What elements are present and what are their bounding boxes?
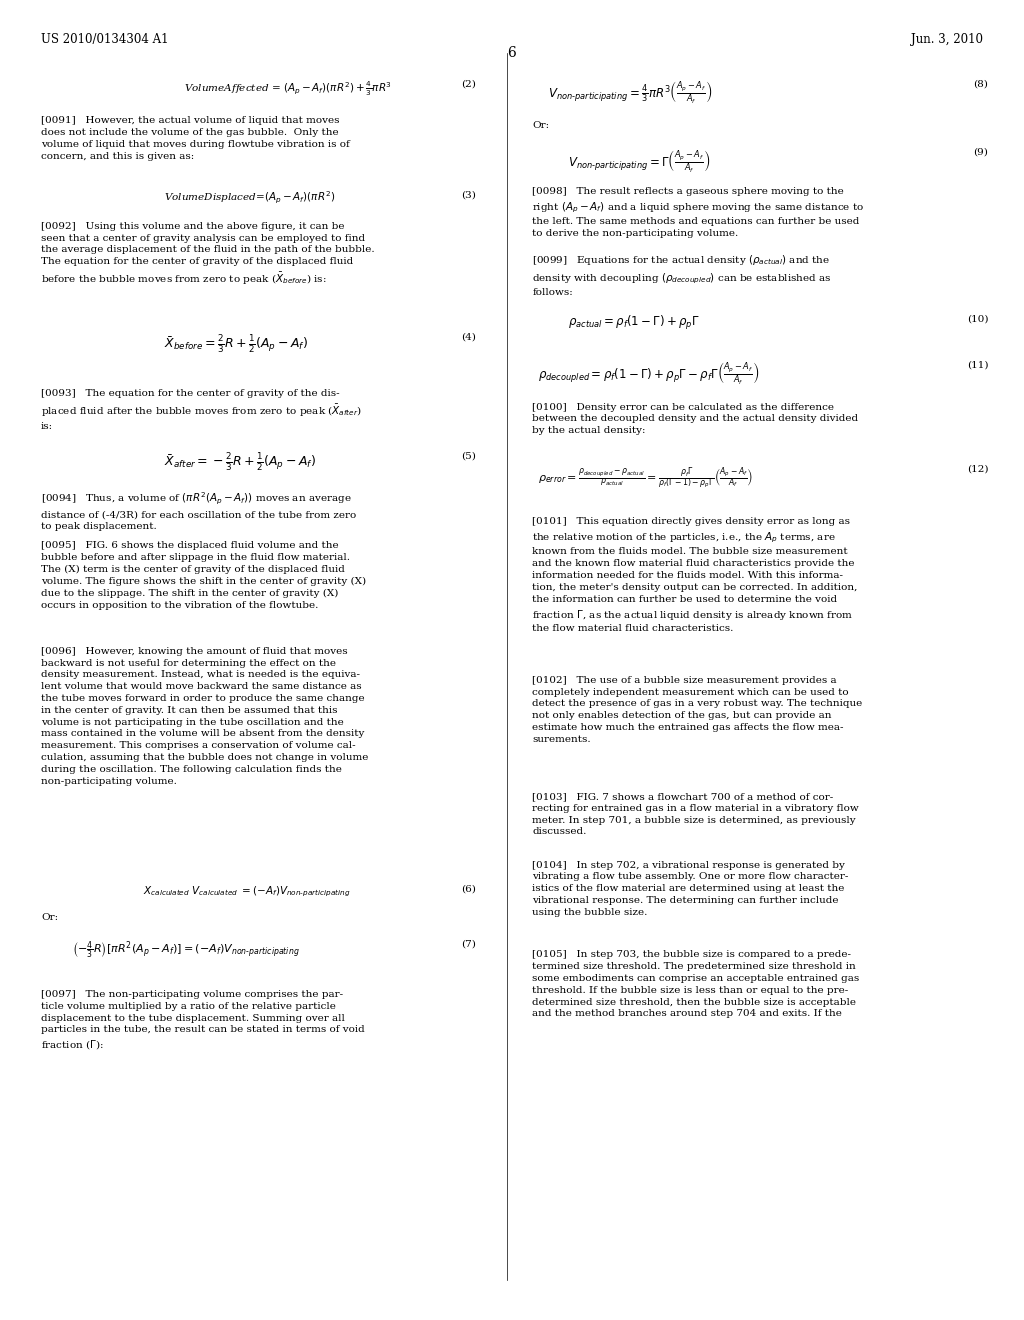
Text: $\bar{X}_{after} = -\frac{2}{3}R + \frac{1}{2}(A_p - A_f)$: $\bar{X}_{after} = -\frac{2}{3}R + \frac… bbox=[164, 451, 315, 474]
Text: Jun. 3, 2010: Jun. 3, 2010 bbox=[911, 33, 983, 46]
Text: [0103]   FIG. 7 shows a flowchart 700 of a method of cor-
recting for entrained : [0103] FIG. 7 shows a flowchart 700 of a… bbox=[532, 792, 859, 837]
Text: (6): (6) bbox=[461, 884, 476, 894]
Text: $X_{calculated}$ $V_{calculated}$ $= (-A_f)V_{non\text{-}participating}$: $X_{calculated}$ $V_{calculated}$ $= (-A… bbox=[143, 884, 351, 899]
Text: (12): (12) bbox=[967, 465, 988, 474]
Text: [0102]   The use of a bubble size measurement provides a
completely independent : [0102] The use of a bubble size measurem… bbox=[532, 676, 863, 744]
Text: [0095]   FIG. 6 shows the displaced fluid volume and the
bubble before and after: [0095] FIG. 6 shows the displaced fluid … bbox=[41, 541, 367, 610]
Text: Or:: Or: bbox=[41, 913, 58, 923]
Text: VolumeDisplaced=$(A_p-A_f)(\pi R^2)$: VolumeDisplaced=$(A_p-A_f)(\pi R^2)$ bbox=[164, 190, 335, 206]
Text: [0100]   Density error can be calculated as the difference
between the decoupled: [0100] Density error can be calculated a… bbox=[532, 403, 858, 436]
Text: $\bar{X}_{before} = \frac{2}{3}R + \frac{1}{2}(A_p - A_f)$: $\bar{X}_{before} = \frac{2}{3}R + \frac… bbox=[164, 333, 308, 355]
Text: (9): (9) bbox=[973, 148, 988, 157]
Text: [0105]   In step 703, the bubble size is compared to a prede-
termined size thre: [0105] In step 703, the bubble size is c… bbox=[532, 950, 860, 1019]
Text: 6: 6 bbox=[508, 46, 516, 61]
Text: $\rho_{actual} = \rho_f(1 - \Gamma) + \rho_p\Gamma$: $\rho_{actual} = \rho_f(1 - \Gamma) + \r… bbox=[568, 314, 700, 333]
Text: $\left(-\frac{4}{3}R\right)[\pi R^2(A_p - A_f)] = (-A_f)V_{non\text{-}participat: $\left(-\frac{4}{3}R\right)[\pi R^2(A_p … bbox=[72, 940, 299, 961]
Text: [0094]   Thus, a volume of $(\pi R^2(A_p-A_f))$ moves an average
distance of (-4: [0094] Thus, a volume of $(\pi R^2(A_p-A… bbox=[41, 491, 356, 531]
Text: [0101]   This equation directly gives density error as long as
the relative moti: [0101] This equation directly gives dens… bbox=[532, 517, 858, 634]
Text: US 2010/0134304 A1: US 2010/0134304 A1 bbox=[41, 33, 169, 46]
Text: (4): (4) bbox=[461, 333, 476, 342]
Text: [0104]   In step 702, a vibrational response is generated by
vibrating a flow tu: [0104] In step 702, a vibrational respon… bbox=[532, 861, 849, 917]
Text: [0098]   The result reflects a gaseous sphere moving to the
right $(A_p -A_f)$ a: [0098] The result reflects a gaseous sph… bbox=[532, 187, 864, 239]
Text: (10): (10) bbox=[967, 314, 988, 323]
Text: $V_{non\text{-}participating} = \frac{4}{3}\pi R^3\left(\frac{A_p - A_f}{A_f}\ri: $V_{non\text{-}participating} = \frac{4}… bbox=[548, 79, 712, 106]
Text: (7): (7) bbox=[461, 940, 476, 949]
Text: (5): (5) bbox=[461, 451, 476, 461]
Text: [0091]   However, the actual volume of liquid that moves
does not include the vo: [0091] However, the actual volume of liq… bbox=[41, 116, 350, 161]
Text: (8): (8) bbox=[973, 79, 988, 88]
Text: $\rho_{decoupled} = \rho_f(1 - \Gamma) + \rho_p\Gamma - \rho_f\Gamma\left(\frac{: $\rho_{decoupled} = \rho_f(1 - \Gamma) +… bbox=[538, 360, 759, 387]
Text: [0096]   However, knowing the amount of fluid that moves
backward is not useful : [0096] However, knowing the amount of fl… bbox=[41, 647, 369, 785]
Text: (2): (2) bbox=[461, 79, 476, 88]
Text: [0093]   The equation for the center of gravity of the dis-
placed fluid after t: [0093] The equation for the center of gr… bbox=[41, 389, 361, 432]
Text: $V_{non\text{-}participating} = \Gamma\left(\frac{A_p - A_f}{A_f}\right)$: $V_{non\text{-}participating} = \Gamma\l… bbox=[568, 148, 711, 174]
Text: (3): (3) bbox=[461, 190, 476, 199]
Text: Or:: Or: bbox=[532, 121, 550, 131]
Text: [0092]   Using this volume and the above figure, it can be
seen that a center of: [0092] Using this volume and the above f… bbox=[41, 222, 375, 288]
Text: [0099]   Equations for the actual density $(\rho_{actual})$ and the
density with: [0099] Equations for the actual density … bbox=[532, 253, 833, 297]
Text: $\rho_{error} = \frac{\rho_{decoupled} - \rho_{actual}}{\rho_{actual}} = \frac{\: $\rho_{error} = \frac{\rho_{decoupled} -… bbox=[538, 465, 753, 491]
Text: VolumeAffected = $(A_p - A_f)(\pi R^2) + \frac{4}{3}\pi R^3$: VolumeAffected = $(A_p - A_f)(\pi R^2) +… bbox=[184, 79, 392, 98]
Text: (11): (11) bbox=[967, 360, 988, 370]
Text: [0097]   The non-participating volume comprises the par-
ticle volume multiplied: [0097] The non-participating volume comp… bbox=[41, 990, 365, 1051]
